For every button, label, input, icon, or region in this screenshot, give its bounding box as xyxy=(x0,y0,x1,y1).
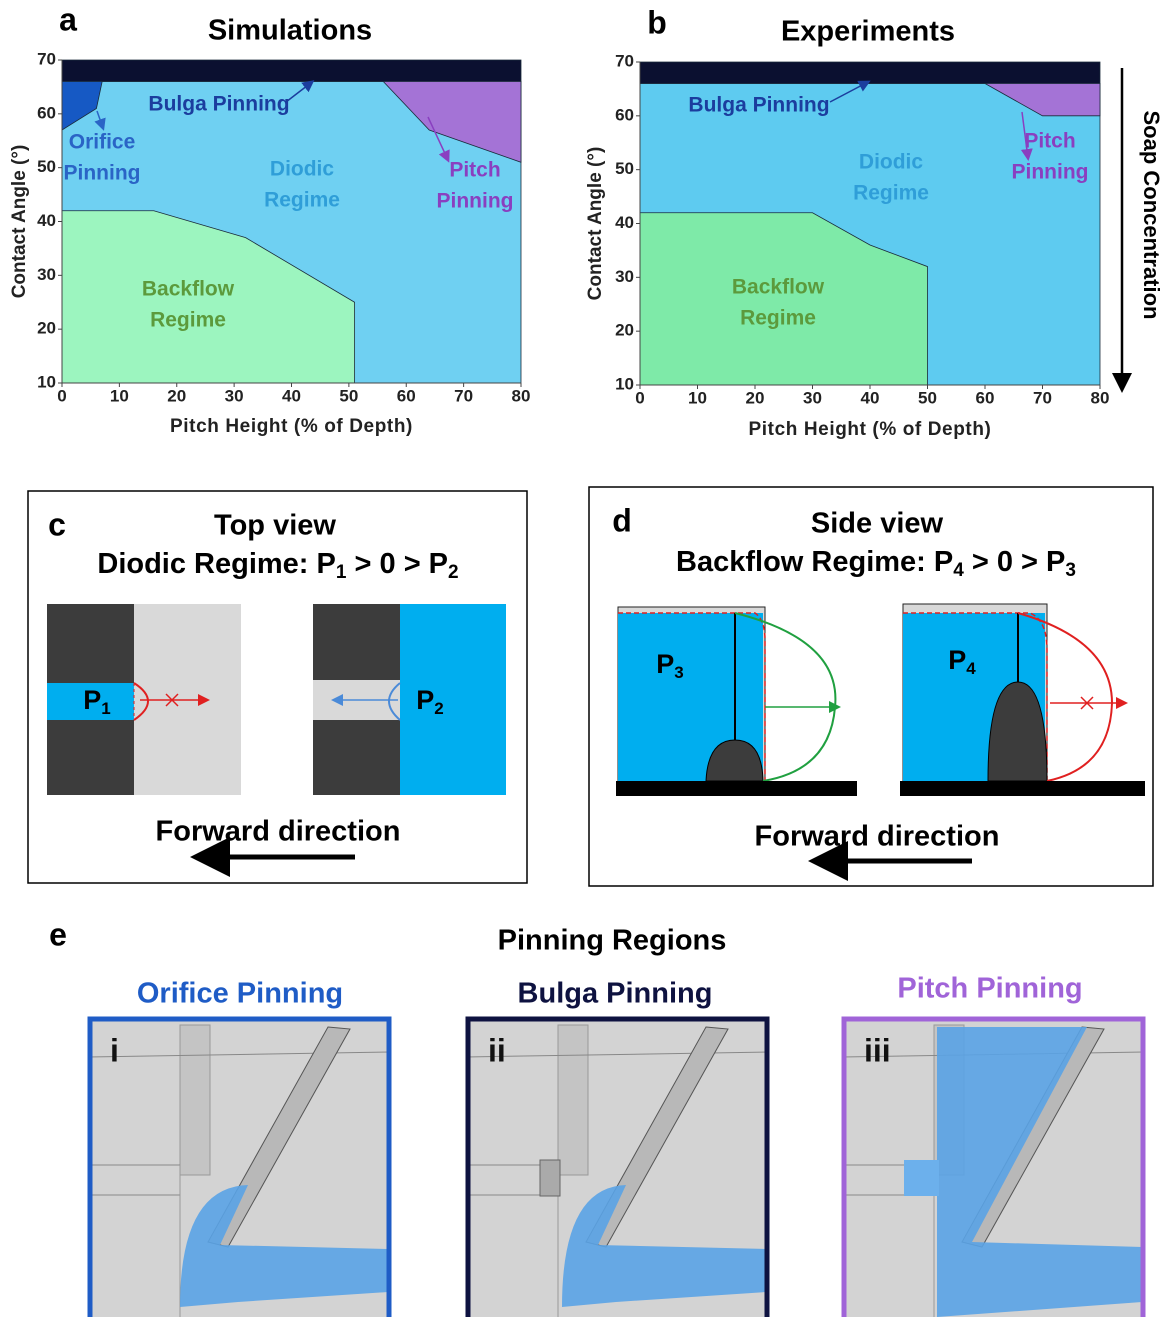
panel-d: d Side view Backflow Regime: P4 > 0 > P3… xyxy=(589,487,1153,886)
panel-label: b xyxy=(647,4,667,40)
y-tick-label: 10 xyxy=(615,374,634,393)
panel-label: e xyxy=(49,916,67,952)
image-numeral: i xyxy=(110,1032,119,1068)
figure: Soap Concentration c Top view Diodic Reg… xyxy=(0,0,1166,1317)
panel-title: Top view xyxy=(214,510,336,542)
image-title: Pitch Pinning xyxy=(897,973,1082,1005)
wall xyxy=(47,720,134,795)
image-numeral: ii xyxy=(488,1032,506,1068)
y-tick-label: 70 xyxy=(615,51,634,70)
x-tick-label: 80 xyxy=(1091,388,1110,407)
y-tick-label: 70 xyxy=(37,49,56,68)
y-tick-label: 10 xyxy=(37,372,56,391)
panel-subtitle: Backflow Regime: P4 > 0 > P3 xyxy=(676,546,1076,581)
x-tick-label: 20 xyxy=(167,386,186,405)
y-tick-label: 20 xyxy=(615,321,634,340)
chart-title: Simulations xyxy=(208,15,372,47)
y-tick-label: 40 xyxy=(615,213,634,232)
panel-title: Pinning Regions xyxy=(498,925,727,957)
x-axis-label: Pitch Height (% of Depth) xyxy=(170,416,413,437)
liquid xyxy=(904,1160,939,1196)
image-numeral: iii xyxy=(864,1032,891,1068)
annotation: Bulga Pinning xyxy=(148,93,289,116)
y-axis-label: Contact Angle (°) xyxy=(9,145,30,299)
annotation: Pinning xyxy=(64,162,141,185)
annotation: Pinning xyxy=(1012,161,1089,184)
y-axis-label: Contact Angle (°) xyxy=(585,147,606,301)
panel-c: c Top view Diodic Regime: P1 > 0 > P2 P1… xyxy=(28,491,527,883)
panel-label: d xyxy=(612,502,632,538)
orifice xyxy=(540,1160,560,1196)
annotation: Regime xyxy=(150,309,226,332)
x-tick-label: 10 xyxy=(688,388,707,407)
x-tick-label: 30 xyxy=(803,388,822,407)
base xyxy=(616,781,857,796)
render xyxy=(466,1017,769,1317)
annotation: Regime xyxy=(740,307,816,330)
annotation: Orifice xyxy=(69,131,136,154)
y-tick-label: 30 xyxy=(37,265,56,284)
page: {"chart_data": [ {"type": "region-map", … xyxy=(0,0,1166,1317)
x-tick-label: 70 xyxy=(1033,388,1052,407)
x-axis-label: Pitch Height (% of Depth) xyxy=(749,419,992,440)
y-tick-label: 50 xyxy=(615,159,634,178)
y-tick-label: 60 xyxy=(37,103,56,122)
x-tick-label: 60 xyxy=(976,388,995,407)
render-wall xyxy=(558,1025,588,1175)
base xyxy=(900,781,1145,796)
x-tick-label: 0 xyxy=(57,386,66,405)
annotation: Diodic xyxy=(270,158,334,181)
caption: Forward direction xyxy=(156,816,401,848)
wall xyxy=(313,604,400,680)
panel-label: c xyxy=(48,506,66,542)
annotation: Diodic xyxy=(859,151,923,174)
y-tick-label: 40 xyxy=(37,211,56,230)
x-tick-label: 10 xyxy=(110,386,129,405)
annotation: Bulga Pinning xyxy=(688,94,829,117)
annotation: Pinning xyxy=(437,190,514,213)
annotation: Pitch xyxy=(1024,130,1075,153)
x-tick-label: 20 xyxy=(746,388,765,407)
region xyxy=(62,60,521,82)
y-tick-label: 20 xyxy=(37,319,56,338)
wall xyxy=(313,720,400,795)
x-tick-label: 70 xyxy=(454,386,473,405)
y-tick-label: 60 xyxy=(615,105,634,124)
annotation: Backflow xyxy=(732,276,825,299)
y-tick-label: 30 xyxy=(615,267,634,286)
x-tick-label: 30 xyxy=(225,386,244,405)
x-tick-label: 50 xyxy=(918,388,937,407)
annotation: Pitch xyxy=(449,159,500,182)
panel-subtitle: Diodic Regime: P1 > 0 > P2 xyxy=(97,548,458,583)
region xyxy=(640,62,1100,84)
annotation: Regime xyxy=(853,182,929,205)
x-tick-label: 80 xyxy=(512,386,531,405)
x-tick-label: 40 xyxy=(861,388,880,407)
y-tick-label: 50 xyxy=(37,157,56,176)
x-tick-label: 60 xyxy=(397,386,416,405)
annotation: Backflow xyxy=(142,278,235,301)
image-title: Orifice Pinning xyxy=(137,978,343,1010)
image-title: Bulga Pinning xyxy=(518,978,713,1010)
x-tick-label: 40 xyxy=(282,386,301,405)
render-wall xyxy=(180,1025,210,1175)
annotation: Regime xyxy=(264,189,340,212)
x-tick-label: 0 xyxy=(635,388,644,407)
panel-title: Side view xyxy=(811,508,944,540)
panel-label: a xyxy=(59,1,77,37)
x-tick-label: 50 xyxy=(339,386,358,405)
wall xyxy=(47,604,134,683)
caption: Forward direction xyxy=(755,821,1000,853)
render xyxy=(88,1017,391,1317)
side-label: Soap Concentration xyxy=(1139,110,1164,319)
chart-title: Experiments xyxy=(781,16,955,48)
